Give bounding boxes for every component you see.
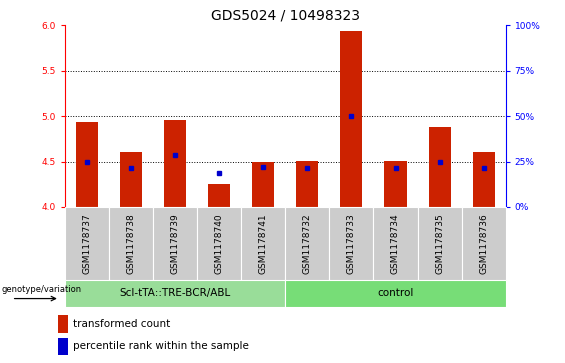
Bar [109, 207, 153, 280]
Text: GSM1178736: GSM1178736 [479, 213, 488, 274]
Bar [285, 207, 329, 280]
Text: transformed count: transformed count [73, 319, 170, 329]
Text: control: control [377, 288, 414, 298]
Text: GSM1178741: GSM1178741 [259, 213, 268, 274]
Bar [296, 160, 318, 207]
Bar [76, 122, 98, 207]
Bar [329, 207, 373, 280]
Text: GSM1178739: GSM1178739 [171, 213, 180, 274]
Bar [462, 207, 506, 280]
Bar [208, 184, 231, 207]
Text: GSM1178734: GSM1178734 [391, 213, 400, 274]
Bar [65, 207, 109, 280]
Text: Scl-tTA::TRE-BCR/ABL: Scl-tTA::TRE-BCR/ABL [120, 288, 231, 298]
Bar [285, 280, 506, 307]
Bar [373, 207, 418, 280]
Text: genotype/variation: genotype/variation [1, 285, 81, 294]
Bar [418, 207, 462, 280]
Text: GSM1178733: GSM1178733 [347, 213, 356, 274]
Bar [252, 162, 275, 207]
Bar [428, 127, 451, 207]
Text: GSM1178737: GSM1178737 [82, 213, 92, 274]
Bar [472, 151, 494, 207]
Bar [153, 207, 197, 280]
Text: GSM1178740: GSM1178740 [215, 213, 224, 274]
Bar [340, 31, 363, 207]
Text: GSM1178732: GSM1178732 [303, 213, 312, 274]
Bar [164, 120, 186, 207]
Text: GSM1178738: GSM1178738 [127, 213, 136, 274]
Bar [384, 160, 406, 207]
Bar [65, 280, 285, 307]
Bar [197, 207, 241, 280]
Text: percentile rank within the sample: percentile rank within the sample [73, 342, 249, 351]
Title: GDS5024 / 10498323: GDS5024 / 10498323 [211, 9, 360, 23]
Bar [58, 315, 68, 333]
Text: GSM1178735: GSM1178735 [435, 213, 444, 274]
Bar [120, 151, 142, 207]
Bar [241, 207, 285, 280]
Bar [58, 338, 68, 355]
